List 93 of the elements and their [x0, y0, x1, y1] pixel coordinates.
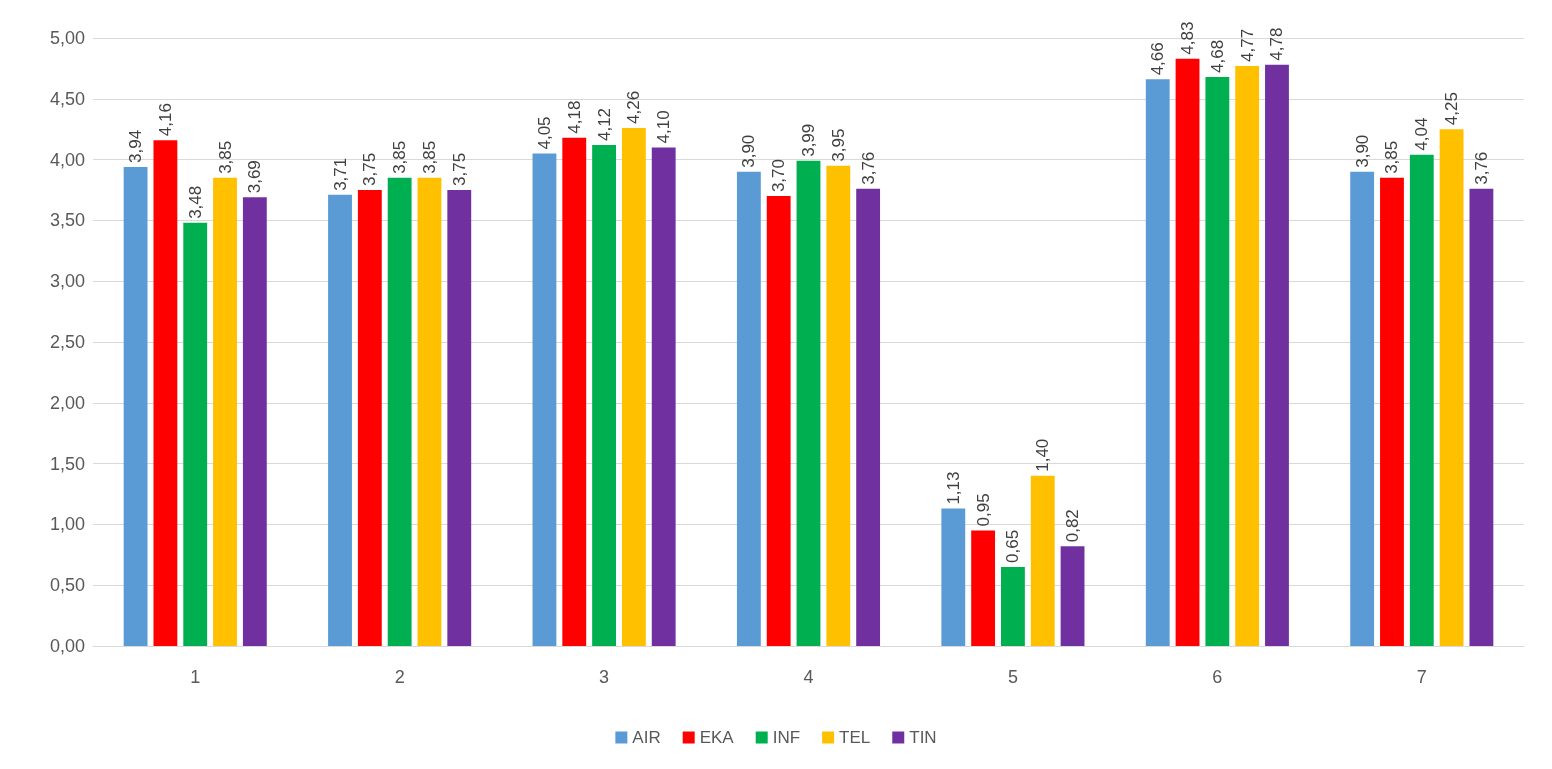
y-tick-label: 4,50 [49, 88, 85, 109]
bar [1350, 171, 1375, 646]
bar [417, 177, 442, 646]
x-tick-label: 5 [1007, 667, 1018, 687]
x-tick-label: 3 [599, 667, 610, 687]
bar [1439, 129, 1464, 646]
legend-label: AIR [632, 728, 661, 747]
data-label: 4,83 [1178, 21, 1198, 55]
bar [971, 530, 996, 646]
x-tick-label: 6 [1212, 667, 1223, 687]
data-label: 3,71 [330, 157, 350, 191]
data-label: 4,68 [1207, 39, 1227, 73]
data-label: 4,26 [624, 90, 644, 124]
y-tick-label: 1,50 [49, 453, 85, 474]
bar [1145, 79, 1170, 646]
data-label: 4,05 [534, 116, 554, 150]
bar [1205, 76, 1230, 646]
bar [592, 145, 616, 646]
x-tick-label: 2 [394, 667, 405, 687]
data-label: 3,76 [1471, 151, 1491, 185]
y-tick-label: 2,00 [49, 392, 85, 413]
data-label: 3,85 [215, 140, 235, 174]
data-label: 4,78 [1267, 27, 1287, 61]
data-label: 4,16 [155, 103, 175, 137]
bar [387, 177, 412, 646]
bar [1409, 154, 1434, 646]
bar [1235, 65, 1260, 646]
bar [562, 137, 587, 646]
data-label: 4,77 [1237, 28, 1257, 62]
data-label: 3,75 [360, 152, 380, 186]
data-label: 3,76 [858, 151, 878, 185]
legend-label: TIN [909, 728, 937, 747]
x-tick-label: 4 [803, 667, 814, 687]
data-label: 3,48 [185, 185, 205, 219]
x-tick-label: 7 [1416, 667, 1427, 687]
data-label: 4,12 [594, 107, 614, 142]
data-label: 4,04 [1412, 117, 1432, 151]
bar [766, 196, 791, 646]
bar [183, 222, 208, 646]
data-label: 3,85 [1382, 140, 1402, 174]
bar [941, 508, 966, 646]
bar [1469, 188, 1494, 646]
bar [1380, 177, 1404, 646]
bar [651, 147, 676, 646]
data-label: 0,65 [1003, 529, 1023, 563]
bar [1030, 475, 1055, 646]
bar [328, 194, 352, 646]
data-label: 4,18 [564, 100, 584, 134]
y-tick-label: 3,00 [49, 271, 85, 292]
y-tick-label: 1,00 [49, 514, 85, 535]
bar [1060, 546, 1085, 646]
y-tick-label: 2,50 [49, 332, 85, 352]
data-label: 3,85 [419, 140, 439, 174]
data-label: 3,99 [799, 123, 818, 157]
data-label: 0,82 [1063, 509, 1083, 543]
data-label: 3,69 [245, 160, 265, 194]
data-label: 0,95 [973, 493, 993, 527]
bar [123, 166, 148, 646]
data-label: 1,40 [1033, 438, 1053, 472]
bar [796, 160, 821, 646]
bar [1175, 58, 1200, 646]
bar [242, 197, 267, 646]
bar [1001, 566, 1025, 646]
data-label: 3,95 [828, 128, 848, 162]
bar [856, 188, 881, 646]
y-tick-label: 5,00 [49, 28, 85, 48]
y-tick-label: 3,50 [49, 210, 85, 231]
bar [621, 127, 646, 646]
bar [826, 165, 851, 646]
data-label: 3,90 [739, 134, 759, 168]
data-label: 4,25 [1442, 92, 1462, 126]
y-tick-label: 4,00 [49, 149, 85, 170]
data-label: 3,85 [390, 140, 410, 174]
bar [153, 140, 178, 646]
bar [532, 153, 557, 646]
data-label: 4,66 [1148, 42, 1168, 76]
x-tick-label: 1 [190, 667, 201, 687]
data-label: 3,70 [769, 158, 789, 193]
bar [736, 171, 761, 646]
data-label: 3,94 [126, 129, 146, 163]
data-label: 3,75 [449, 152, 469, 186]
y-tick-label: 0,00 [49, 636, 85, 656]
data-label: 1,13 [943, 471, 963, 505]
legend-label: EKA [699, 728, 735, 747]
y-tick-label: 0,50 [49, 575, 85, 596]
bar [447, 190, 472, 646]
data-label: 4,10 [654, 110, 674, 144]
data-label: 3,90 [1352, 134, 1372, 168]
bar [1265, 64, 1289, 646]
bar [357, 190, 382, 646]
legend-label: TEL [839, 728, 871, 747]
legend-label: INF [772, 728, 801, 747]
bar [213, 177, 237, 646]
